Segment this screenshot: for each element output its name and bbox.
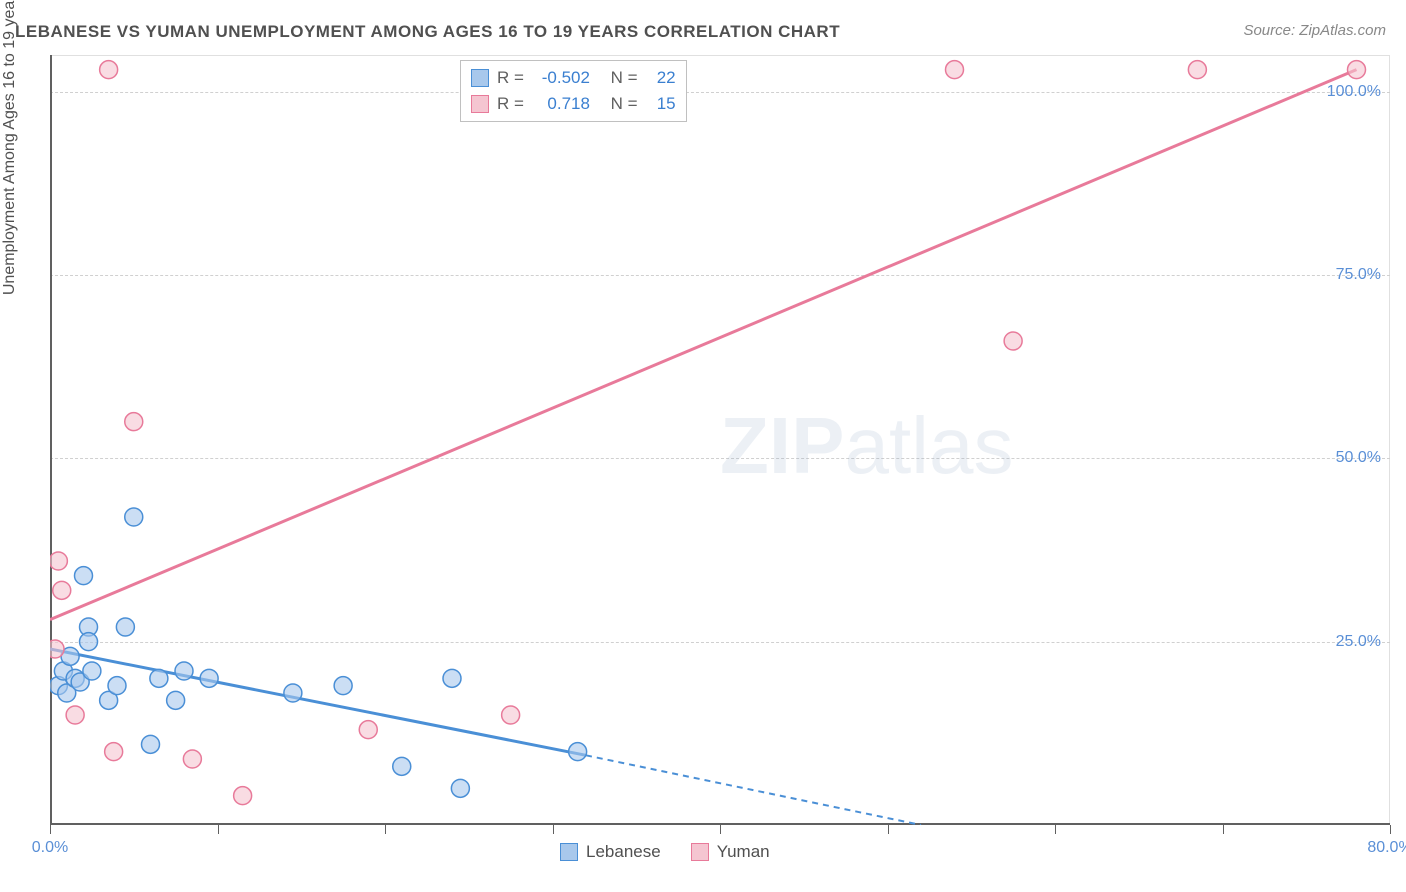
legend-stats-box: R = -0.502 N = 22 R = 0.718 N = 15	[460, 60, 687, 122]
data-point	[167, 691, 185, 709]
legend-stats-row-2: R = 0.718 N = 15	[471, 91, 676, 117]
x-tick-label: 80.0%	[1367, 839, 1406, 857]
data-point	[142, 735, 160, 753]
data-point	[200, 669, 218, 687]
r-value-1: -0.502	[532, 65, 590, 91]
data-point	[125, 413, 143, 431]
data-point	[451, 779, 469, 797]
x-tick	[553, 825, 554, 834]
data-point	[569, 743, 587, 761]
data-point	[946, 61, 964, 79]
data-point	[105, 743, 123, 761]
trend-line-extrapolation	[586, 755, 921, 825]
legend-item-lebanese: Lebanese	[560, 842, 661, 862]
data-point	[359, 721, 377, 739]
data-point	[150, 669, 168, 687]
x-tick	[1390, 825, 1391, 834]
x-tick	[720, 825, 721, 834]
data-point	[234, 787, 252, 805]
x-tick-label: 0.0%	[32, 839, 68, 857]
legend-label-lebanese: Lebanese	[586, 842, 661, 862]
legend-bottom: Lebanese Yuman	[560, 842, 770, 862]
data-point	[53, 581, 71, 599]
data-point	[100, 61, 118, 79]
data-point	[393, 757, 411, 775]
data-point	[1188, 61, 1206, 79]
data-point	[75, 567, 93, 585]
data-point	[502, 706, 520, 724]
data-point	[1348, 61, 1366, 79]
r-label-2: R =	[497, 91, 524, 117]
x-tick	[50, 825, 51, 834]
data-point	[116, 618, 134, 636]
plot-svg	[50, 55, 1390, 825]
y-axis-title: Unemployment Among Ages 16 to 19 years	[1, 0, 19, 295]
x-tick	[1055, 825, 1056, 834]
x-tick	[218, 825, 219, 834]
x-tick	[385, 825, 386, 834]
data-point	[83, 662, 101, 680]
x-tick	[1223, 825, 1224, 834]
data-point	[284, 684, 302, 702]
data-point	[108, 677, 126, 695]
trend-line	[50, 649, 586, 755]
n-value-2: 15	[646, 91, 676, 117]
n-label-2: N =	[611, 91, 638, 117]
legend-item-yuman: Yuman	[691, 842, 770, 862]
data-point	[183, 750, 201, 768]
data-point	[50, 640, 64, 658]
data-point	[66, 706, 84, 724]
data-point	[443, 669, 461, 687]
data-point	[125, 508, 143, 526]
chart-title: LEBANESE VS YUMAN UNEMPLOYMENT AMONG AGE…	[15, 22, 840, 42]
n-value-1: 22	[646, 65, 676, 91]
trend-line	[50, 70, 1357, 620]
x-tick	[888, 825, 889, 834]
source-label: Source: ZipAtlas.com	[1243, 22, 1386, 39]
legend-bottom-swatch-lebanese	[560, 843, 578, 861]
data-point	[334, 677, 352, 695]
legend-label-yuman: Yuman	[717, 842, 770, 862]
legend-stats-row-1: R = -0.502 N = 22	[471, 65, 676, 91]
legend-swatch-lebanese	[471, 69, 489, 87]
chart-container: LEBANESE VS YUMAN UNEMPLOYMENT AMONG AGE…	[0, 0, 1406, 892]
r-label-1: R =	[497, 65, 524, 91]
data-point	[1004, 332, 1022, 350]
data-point	[50, 552, 67, 570]
legend-swatch-yuman	[471, 95, 489, 113]
n-label-1: N =	[611, 65, 638, 91]
data-point	[80, 633, 98, 651]
data-point	[175, 662, 193, 680]
r-value-2: 0.718	[532, 91, 590, 117]
legend-bottom-swatch-yuman	[691, 843, 709, 861]
